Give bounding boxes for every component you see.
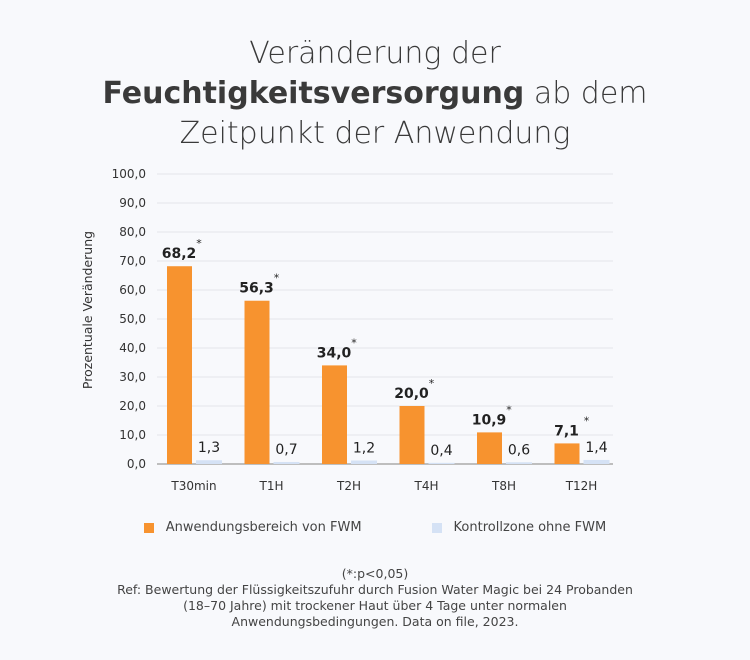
bar-fwm (554, 443, 580, 464)
significance-mark: * (429, 377, 435, 390)
x-tick-label: T1H (259, 479, 284, 493)
data-label-control: 0,4 (430, 443, 452, 459)
legend-item-control: Kontrollzone ohne FWM (431, 520, 607, 535)
title-bold: Feuchtigkeitsversorgung (102, 76, 525, 111)
y-tick-label: 50,0 (119, 312, 146, 326)
x-tick-label: T12H (565, 479, 598, 493)
bar-fwm (167, 266, 192, 464)
chart-title: Veränderung der Feuchtigkeitsversorgung … (0, 34, 750, 154)
title-line-2: Feuchtigkeitsversorgung ab dem (0, 74, 750, 114)
bar-control (506, 462, 532, 464)
data-label-control: 0,6 (508, 442, 530, 458)
data-label-control: 1,3 (198, 440, 220, 456)
title-line-3: Zeitpunkt der Anwendung (179, 116, 571, 151)
legend-swatch-fwm (143, 522, 154, 533)
legend-label-fwm: Anwendungsbereich von FWM (165, 520, 362, 535)
x-tick-label: T30min (170, 479, 216, 493)
x-tick-label: T8H (491, 479, 516, 493)
reference-line-1: Ref: Bewertung der Flüssigkeitszufuhr du… (117, 582, 633, 597)
y-tick-label: 40,0 (119, 341, 146, 355)
reference-line-3: Anwendungsbedingungen. Data on file, 202… (231, 614, 519, 629)
bar-control (196, 460, 222, 464)
significance-mark: * (351, 336, 357, 349)
significance-mark: * (274, 272, 280, 285)
legend: Anwendungsbereich von FWM Kontrollzone o… (0, 520, 750, 535)
data-label-control: 1,4 (585, 440, 607, 456)
y-tick-label: 90,0 (119, 196, 146, 210)
data-label-fwm: 10,9 (472, 412, 507, 428)
data-label-fwm: 34,0 (317, 345, 352, 361)
y-tick-label: 60,0 (119, 283, 146, 297)
y-tick-label: 0,0 (127, 457, 146, 471)
legend-swatch-control (431, 522, 442, 533)
significance-note: (*:p<0,05) (341, 566, 409, 581)
data-label-control: 0,7 (275, 442, 297, 458)
bar-control (428, 462, 455, 464)
y-tick-label: 10,0 (119, 428, 146, 442)
title-line-2-rest: ab dem (524, 76, 648, 111)
y-tick-label: 100,0 (112, 167, 146, 181)
legend-item-fwm: Anwendungsbereich von FWM (143, 520, 362, 535)
significance-mark: * (584, 414, 590, 427)
data-label-fwm: 56,3 (239, 281, 274, 297)
significance-mark: * (196, 237, 202, 250)
title-line-1: Veränderung der (249, 36, 501, 71)
x-tick-label: T2H (336, 479, 361, 493)
y-tick-label: 30,0 (119, 370, 146, 384)
bar-control (583, 459, 610, 464)
y-tick-label: 80,0 (119, 225, 146, 239)
data-label-fwm: 20,0 (394, 386, 429, 402)
data-label-control: 1,2 (353, 441, 375, 457)
bar-fwm (322, 365, 347, 464)
bar-control (273, 461, 300, 464)
y-tick-label: 70,0 (119, 254, 146, 268)
bar-fwm (477, 432, 502, 464)
legend-label-control: Kontrollzone ohne FWM (453, 520, 607, 535)
bar-control (351, 460, 377, 464)
x-tick-label: T4H (414, 479, 439, 493)
data-label-fwm: 68,2 (162, 246, 197, 262)
significance-mark: * (506, 403, 512, 416)
footnotes: (*:p<0,05) Ref: Bewertung der Flüssigkei… (0, 566, 750, 630)
y-axis-label: Prozentuale Veränderung (80, 231, 95, 389)
reference-line-2: (18–70 Jahre) mit trockener Haut über 4 … (183, 598, 567, 613)
y-tick-label: 20,0 (119, 399, 146, 413)
bar-fwm (244, 300, 270, 464)
bar-fwm (399, 406, 425, 464)
data-label-fwm: 7,1 (554, 423, 579, 439)
